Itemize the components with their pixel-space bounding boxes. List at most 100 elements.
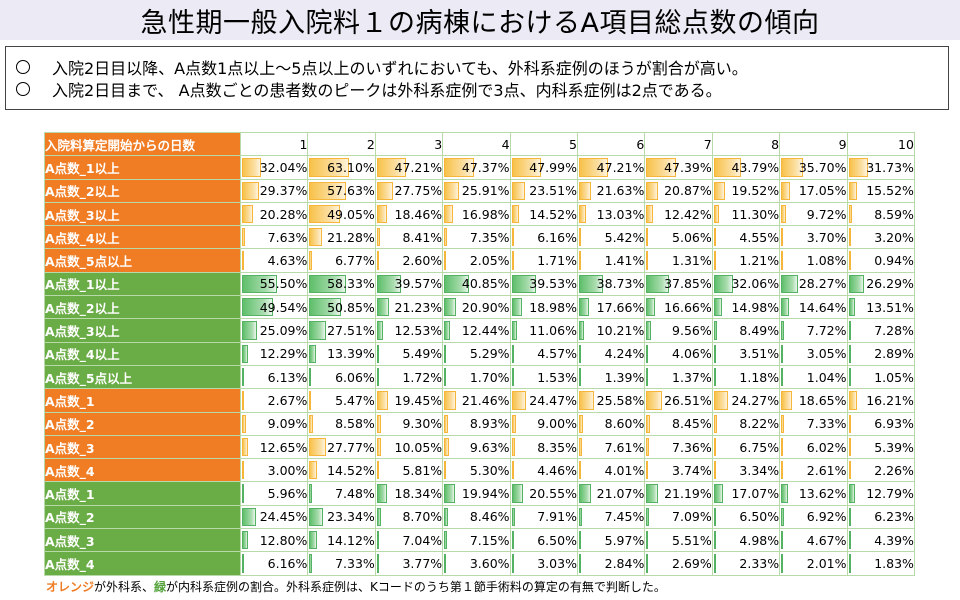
- data-bar: [781, 158, 803, 177]
- cell-value: 3.74%: [672, 462, 712, 478]
- table-cell: 13.51%: [846, 295, 915, 320]
- cell-value: 6.50%: [739, 509, 780, 525]
- cell-value: 1.41%: [604, 253, 645, 269]
- cell-value: 8.59%: [874, 206, 914, 222]
- cell-value: 1.04%: [806, 369, 847, 385]
- data-bar: [781, 554, 784, 573]
- summary-text: 入院2日目以降、A点数1点以上～5点以上のいずれにおいても、外科系症例のほうが割…: [52, 59, 748, 78]
- cell-value: 5.39%: [874, 439, 914, 455]
- data-bar: [242, 344, 249, 363]
- table-cell: 7.91%: [509, 504, 578, 530]
- header-label: 入院料算定開始からの日数: [44, 131, 241, 157]
- cell-value: 21.28%: [327, 229, 375, 245]
- table-cell: 6.50%: [711, 504, 781, 530]
- header-day: 4: [442, 131, 511, 157]
- data-bar: [713, 531, 716, 550]
- table-cell: 6.50%: [509, 528, 578, 553]
- data-bar: [713, 228, 716, 247]
- data-bar: [376, 228, 381, 247]
- data-bar: [309, 414, 314, 433]
- table-cell: 26.29%: [846, 271, 915, 297]
- cell-value: 6.93%: [874, 416, 914, 432]
- table-cell: 18.65%: [779, 388, 848, 413]
- table-cell: 1.70%: [442, 364, 511, 390]
- table-cell: 16.98%: [442, 201, 511, 227]
- table-cell: 25.58%: [576, 388, 646, 413]
- cell-value: 49.54%: [259, 299, 308, 315]
- cell-value: 39.57%: [394, 276, 443, 292]
- data-bar: [511, 414, 516, 433]
- table-row: A点数_4以上 12.29% 13.39% 5.49% 5.29% 4.57% 4.24% 4…: [44, 341, 915, 366]
- table-cell: 2.67%: [239, 388, 309, 413]
- summary-box: 入院2日目以降、A点数1点以上～5点以上のいずれにおいても、外科系症例のほうが割…: [5, 46, 949, 110]
- table-cell: 5.39%: [846, 434, 915, 460]
- cell-value: 9.56%: [672, 323, 712, 339]
- table-cell: 4.55%: [711, 225, 781, 250]
- data-bar: [713, 507, 717, 527]
- table-cell: 14.64%: [779, 295, 848, 320]
- data-bar: [444, 531, 447, 550]
- cell-value: 5.51%: [672, 532, 712, 548]
- cell-value: 31.73%: [866, 159, 914, 175]
- table-cell: 4.67%: [779, 528, 848, 553]
- table-row: A点数_2以上 29.37% 57.63% 27.75% 25.91% 23.51% 21.…: [44, 178, 915, 203]
- table-cell: 6.16%: [239, 551, 309, 576]
- table-cell: 5.29%: [442, 341, 511, 366]
- data-bar: [781, 484, 789, 503]
- table-cell: 3.74%: [644, 458, 713, 483]
- summary-text: 入院2日目まで、 A点数ごとの患者数のピークは外科系症例で3点、内科系症例は2点…: [52, 81, 722, 100]
- cell-value: 8.45%: [672, 416, 712, 432]
- cell-value: 27.75%: [394, 183, 443, 199]
- table-cell: 7.09%: [644, 504, 713, 530]
- table-cell: 26.51%: [644, 388, 713, 413]
- data-bar: [713, 437, 717, 457]
- table-cell: 6.06%: [307, 364, 376, 390]
- data-bar: [646, 507, 650, 527]
- cell-value: 32.04%: [259, 159, 308, 175]
- data-bar: [578, 344, 581, 363]
- table-cell: 7.33%: [779, 411, 848, 436]
- data-bar: [646, 484, 659, 503]
- table-row: A点数_2 24.45% 23.34% 8.70% 8.46% 7.91% 7.45% 7.0…: [44, 504, 915, 530]
- data-bar: [242, 531, 249, 550]
- cell-value: 6.75%: [739, 439, 780, 455]
- table-cell: 2.61%: [779, 458, 848, 483]
- table-cell: 3.51%: [711, 341, 781, 366]
- table-cell: 17.07%: [711, 481, 781, 506]
- cell-value: 5.29%: [469, 346, 510, 362]
- data-bar: [848, 321, 852, 340]
- table-cell: 4.63%: [239, 248, 309, 273]
- cell-value: 24.47%: [529, 392, 577, 408]
- table-cell: 23.51%: [509, 178, 578, 203]
- data-bar: [578, 228, 581, 247]
- table-cell: 2.84%: [576, 551, 646, 576]
- cell-value: 3.60%: [469, 555, 510, 571]
- data-bar: [646, 321, 651, 340]
- cell-value: 5.96%: [267, 486, 308, 502]
- data-bar: [511, 204, 520, 224]
- cell-value: 9.63%: [469, 439, 510, 455]
- cell-value: 19.45%: [394, 392, 443, 408]
- data-bar: [444, 321, 451, 340]
- cell-value: 43.79%: [731, 159, 780, 175]
- table-cell: 8.46%: [442, 504, 511, 530]
- table-cell: 12.79%: [846, 481, 915, 506]
- data-bar: [646, 158, 676, 177]
- cell-value: 25.09%: [259, 323, 308, 339]
- cell-value: 9.30%: [402, 416, 443, 432]
- data-bar: [848, 531, 851, 550]
- data-bar: [646, 251, 649, 270]
- data-bar: [444, 274, 470, 294]
- table-cell: 12.80%: [239, 528, 309, 553]
- data-bar: [646, 274, 670, 294]
- data-bar: [309, 158, 350, 177]
- data-bar: [713, 344, 716, 363]
- data-bar: [309, 367, 312, 387]
- table-cell: 5.96%: [239, 481, 309, 506]
- cell-value: 26.51%: [664, 392, 712, 408]
- cell-value: 29.37%: [259, 183, 308, 199]
- table-cell: 58.33%: [307, 271, 376, 297]
- row-label: A点数_2以上: [44, 178, 241, 203]
- cell-value: 6.23%: [874, 509, 914, 525]
- data-bar: [848, 158, 868, 177]
